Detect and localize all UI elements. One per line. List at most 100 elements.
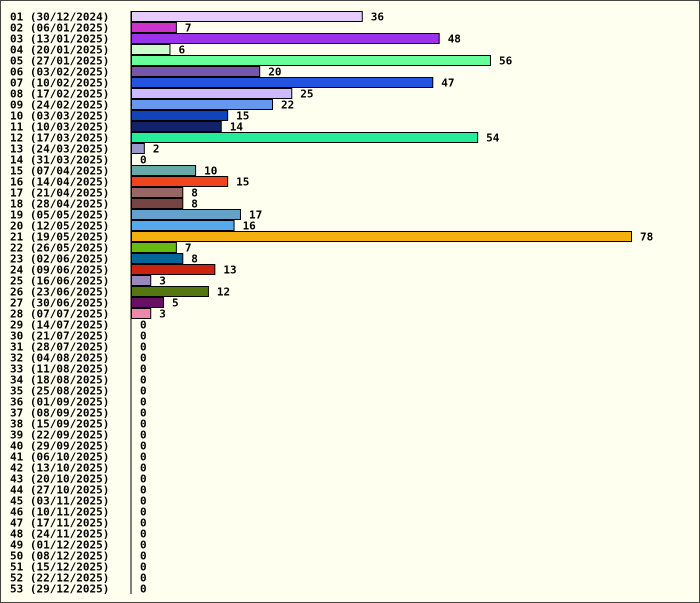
bar [131,209,241,220]
bar [131,264,216,275]
category-label: 23 (02/06/2025) [10,253,109,266]
bar-value-label: 0 [140,341,147,354]
bar-value-label: 0 [140,352,147,365]
bar-value-label: 8 [191,198,198,211]
category-label: 53 (29/12/2025) [10,583,109,596]
bar [131,55,491,66]
bar-value-label: 0 [140,561,147,574]
category-label: 29 (14/07/2025) [10,319,109,332]
category-label: 43 (20/10/2025) [10,473,109,486]
bar-value-label: 8 [191,187,198,200]
bar-value-label: 25 [300,88,313,101]
category-label: 24 (09/06/2025) [10,264,109,277]
category-label: 09 (24/02/2025) [10,99,109,112]
category-label: 22 (26/05/2025) [10,242,109,255]
bar [131,77,434,88]
category-label: 14 (31/03/2025) [10,154,109,167]
category-label: 39 (22/09/2025) [10,429,109,442]
bar-value-label: 0 [140,539,147,552]
bar-value-label: 0 [140,583,147,596]
category-label: 12 (17/03/2025) [10,132,109,145]
category-label: 52 (22/12/2025) [10,572,109,585]
bar [131,132,479,143]
bar [131,121,222,132]
bar [131,165,197,176]
category-label: 10 (03/03/2025) [10,110,109,123]
category-label: 30 (21/07/2025) [10,330,109,343]
bar-value-label: 10 [204,165,217,178]
bar-value-label: 54 [486,132,500,145]
category-label: 04 (20/01/2025) [10,44,109,57]
category-label: 25 (16/06/2025) [10,275,109,288]
bar [131,231,632,242]
bar [131,143,145,154]
bar [131,33,440,44]
category-label: 06 (03/02/2025) [10,66,109,79]
category-label: 47 (17/11/2025) [10,517,109,530]
bar-value-label: 0 [140,495,147,508]
bar-value-label: 0 [140,385,147,398]
category-label: 33 (11/08/2025) [10,363,109,376]
bar-value-label: 15 [236,110,249,123]
bar [131,11,363,22]
bar [131,198,184,209]
bar-value-label: 0 [140,330,147,343]
bar-value-label: 0 [140,451,147,464]
bar-value-label: 0 [140,550,147,563]
bar-value-label: 0 [140,363,147,376]
category-label: 45 (03/11/2025) [10,495,109,508]
category-label: 03 (13/01/2025) [10,33,109,46]
bar-value-label: 8 [191,253,198,266]
bar-value-label: 0 [140,528,147,541]
category-label: 51 (15/12/2025) [10,561,109,574]
bar-value-label: 3 [159,275,166,288]
category-label: 16 (14/04/2025) [10,176,109,189]
category-label: 26 (23/06/2025) [10,286,109,299]
bar [131,22,177,33]
bar-value-label: 0 [140,506,147,519]
bar [131,275,152,286]
bar [131,286,209,297]
bar-value-label: 12 [217,286,230,299]
bar [131,66,261,77]
category-label: 05 (27/01/2025) [10,55,109,68]
bar-value-label: 48 [448,33,461,46]
bar-value-label: 13 [223,264,236,277]
category-label: 46 (10/11/2025) [10,506,109,519]
bar-value-label: 0 [140,440,147,453]
bar [131,110,229,121]
category-label: 41 (06/10/2025) [10,451,109,464]
category-label: 44 (27/10/2025) [10,484,109,497]
bar-value-label: 0 [140,418,147,431]
category-label: 48 (24/11/2025) [10,528,109,541]
category-label: 35 (25/08/2025) [10,385,109,398]
category-label: 31 (28/07/2025) [10,341,109,354]
bar-value-label: 0 [140,473,147,486]
bar-value-label: 6 [178,44,185,57]
category-label: 18 (28/04/2025) [10,198,109,211]
category-label: 38 (15/09/2025) [10,418,109,431]
category-label: 49 (01/12/2025) [10,539,109,552]
category-label: 34 (18/08/2025) [10,374,109,387]
category-label: 32 (04/08/2025) [10,352,109,365]
bar-value-label: 0 [140,154,147,167]
bar [131,88,293,99]
category-label: 19 (05/05/2025) [10,209,109,222]
bar-value-label: 15 [236,176,249,189]
bar-value-label: 7 [185,22,192,35]
bar [131,44,171,55]
category-label: 11 (10/03/2025) [10,121,109,134]
bar-value-label: 14 [230,121,244,134]
bar-value-label: 5 [172,297,179,310]
category-label: 36 (01/09/2025) [10,396,109,409]
category-label: 42 (13/10/2025) [10,462,109,475]
category-label: 20 (12/05/2025) [10,220,109,233]
bar-value-label: 16 [243,220,257,233]
category-label: 17 (21/04/2025) [10,187,109,200]
category-label: 50 (08/12/2025) [10,550,109,563]
bar-value-label: 0 [140,572,147,585]
bar-value-label: 20 [268,66,281,79]
bar [131,297,165,308]
